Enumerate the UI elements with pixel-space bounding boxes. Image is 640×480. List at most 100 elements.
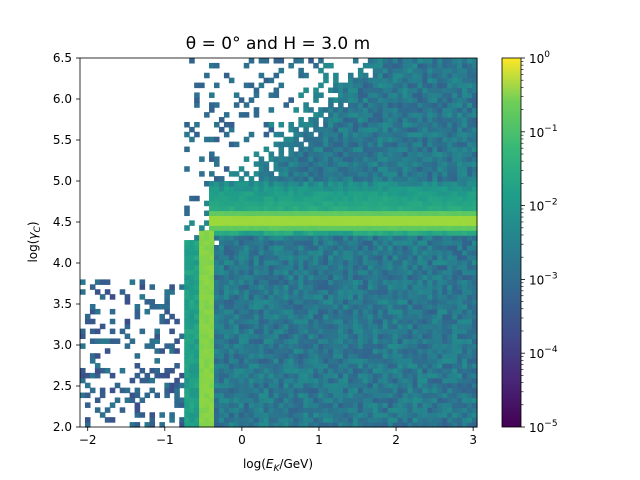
heatmap-cell (472, 181, 478, 187)
heatmap-cell (402, 269, 409, 276)
heatmap-cell (213, 136, 220, 143)
heatmap-cell (442, 126, 448, 133)
heatmap-cell (218, 323, 225, 330)
heatmap-cell (427, 289, 433, 295)
heatmap-cell (313, 338, 319, 344)
heatmap-cell (472, 210, 478, 217)
heatmap-cell (253, 412, 260, 418)
heatmap-cell (402, 77, 409, 84)
heatmap-cell (298, 176, 304, 182)
heatmap-cell (412, 254, 419, 261)
heatmap-cell (303, 126, 309, 133)
heatmap-cell (462, 353, 468, 359)
heatmap-cell (412, 412, 419, 418)
heatmap-cell (422, 387, 428, 394)
heatmap-cell (283, 181, 290, 187)
heatmap-cell (412, 279, 419, 285)
heatmap-cell (263, 412, 270, 418)
heatmap-cell (452, 176, 458, 182)
heatmap-cell (288, 402, 294, 408)
heatmap-cell (209, 299, 215, 305)
heatmap-cell (362, 220, 369, 226)
heatmap-cell (303, 313, 309, 320)
heatmap-cell (412, 308, 419, 315)
heatmap-cell (372, 348, 379, 354)
heatmap-cell (204, 358, 210, 364)
heatmap-cell (472, 117, 478, 123)
heatmap-cell (328, 318, 334, 325)
heatmap-cell (467, 407, 473, 413)
heatmap-cell (209, 181, 215, 187)
heatmap-cell (228, 402, 235, 408)
heatmap-cell (427, 235, 433, 241)
heatmap-cell (268, 294, 275, 300)
heatmap-cell (258, 205, 265, 212)
heatmap-cell (402, 240, 409, 246)
heatmap-cell (154, 333, 160, 340)
heatmap-cell (184, 367, 190, 374)
heatmap-cell (189, 338, 195, 344)
heatmap-cell (397, 269, 404, 276)
heatmap-cell (397, 97, 404, 103)
heatmap-cell (328, 107, 334, 113)
heatmap-cell (432, 146, 438, 153)
heatmap-cell (313, 235, 319, 241)
heatmap-cell (402, 299, 409, 305)
heatmap-cell (397, 225, 404, 231)
heatmap-cell (352, 259, 359, 266)
heatmap-cell (184, 392, 190, 399)
heatmap-cell (218, 240, 225, 246)
heatmap-cell (209, 304, 215, 310)
heatmap-cell (273, 269, 280, 276)
heatmap-cell (223, 417, 230, 423)
heatmap-cell (298, 328, 304, 335)
heatmap-cell (293, 161, 299, 167)
heatmap-cell (313, 112, 319, 118)
heatmap-cell (303, 377, 309, 384)
heatmap-cell (333, 112, 339, 118)
heatmap-cell (233, 171, 240, 177)
heatmap-cell (169, 343, 175, 349)
heatmap-cell (387, 264, 394, 271)
heatmap-cell (189, 313, 195, 320)
heatmap-cell (357, 308, 364, 315)
heatmap-cell (293, 274, 299, 280)
heatmap-cell (278, 171, 285, 177)
heatmap-cell (367, 220, 374, 226)
heatmap-cell (427, 102, 433, 108)
heatmap-cell (184, 313, 190, 320)
heatmap-cell (412, 200, 419, 207)
heatmap-cell (347, 190, 354, 197)
heatmap-cell (318, 382, 324, 389)
heatmap-cell (263, 284, 270, 290)
heatmap-cell (357, 244, 364, 251)
heatmap-cell (372, 141, 379, 148)
heatmap-cell (347, 146, 354, 153)
heatmap-cell (397, 397, 404, 403)
heatmap-cell (442, 151, 448, 157)
heatmap-cell (268, 353, 275, 359)
heatmap-cell (427, 230, 433, 236)
heatmap-cell (313, 259, 319, 266)
heatmap-cell (189, 412, 195, 418)
heatmap-cell (308, 289, 314, 295)
heatmap-cell (263, 417, 270, 423)
heatmap-cell (313, 294, 319, 300)
heatmap-cell (293, 58, 299, 64)
heatmap-cell (139, 367, 146, 374)
heatmap-cell (238, 244, 245, 251)
heatmap-cell (407, 274, 414, 280)
heatmap-cell (333, 358, 339, 364)
heatmap-cell (382, 151, 389, 157)
heatmap-cell (392, 338, 399, 344)
heatmap-cell (238, 367, 245, 374)
heatmap-cell (134, 412, 141, 418)
heatmap-cell (194, 264, 200, 271)
heatmap-cell (432, 318, 438, 325)
heatmap-cell (343, 328, 349, 335)
heatmap-cell (467, 225, 473, 231)
heatmap-cell (387, 284, 394, 290)
heatmap-cell (457, 141, 463, 148)
heatmap-cell (387, 151, 394, 157)
heatmap-cell (154, 328, 160, 335)
